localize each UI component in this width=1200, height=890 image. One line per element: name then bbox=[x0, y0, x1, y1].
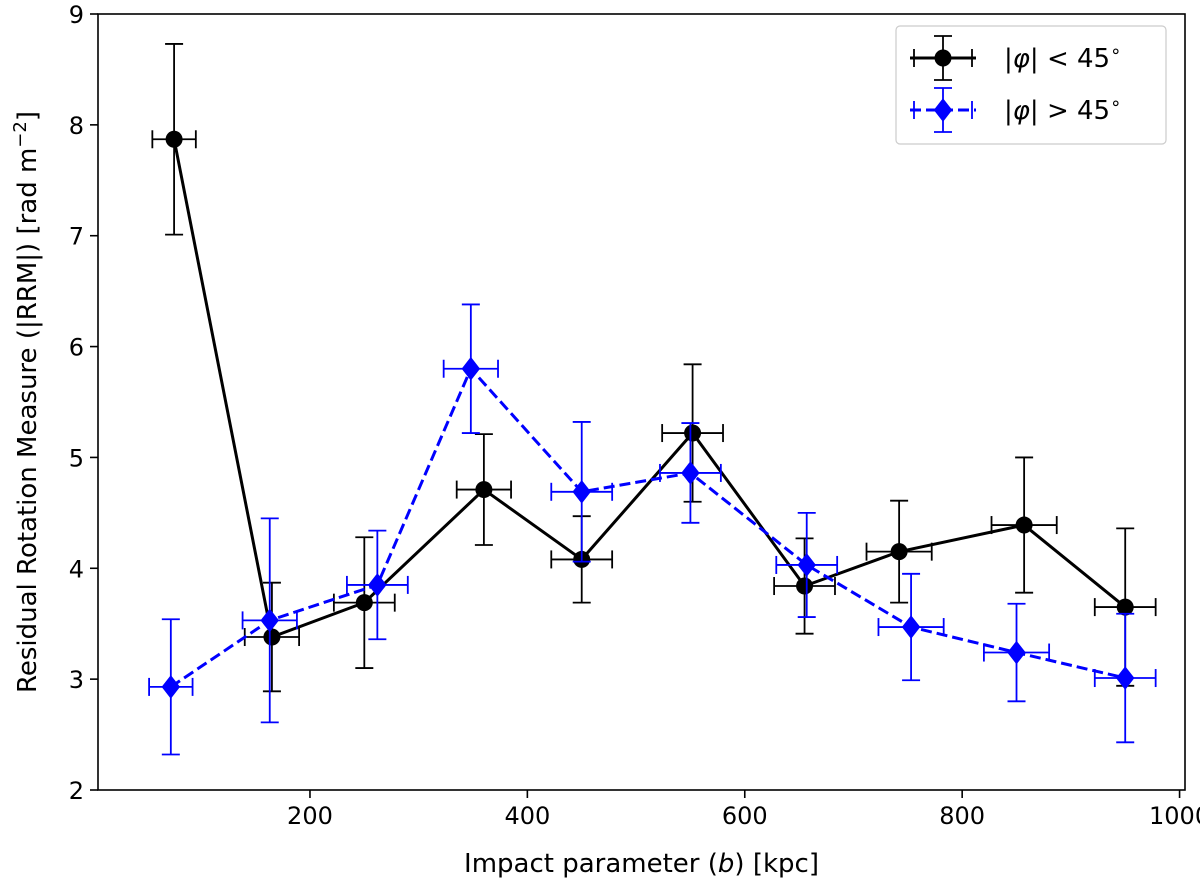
legend-label-high-phi-var: φ bbox=[1013, 96, 1030, 126]
legend-marker bbox=[934, 49, 952, 67]
y-tick-label: 8 bbox=[69, 112, 84, 140]
legend-label-high-phi: |φ| > 45∘ bbox=[1004, 93, 1121, 127]
data-point bbox=[368, 573, 387, 597]
x-axis-label: Impact parameter (b) [kpc] bbox=[464, 849, 819, 879]
y-axis-label: Residual Rotation Measure (|RRM|) [rad m… bbox=[10, 111, 44, 693]
axis-ticks: 200 400 600 800 1000 2 3 4 5 6 7 8 9 bbox=[69, 1, 1200, 830]
y-tick-label: 6 bbox=[69, 334, 84, 362]
legend-marker bbox=[933, 98, 953, 122]
x-axis-label-var: b bbox=[718, 849, 735, 879]
y-axis-label-main: Residual Rotation Measure (|RRM|) [rad m bbox=[13, 148, 43, 693]
x-tick-label: 800 bbox=[939, 802, 985, 830]
data-point bbox=[263, 628, 281, 646]
data-point bbox=[796, 577, 814, 595]
series-line bbox=[172, 138, 1127, 639]
legend-symbols bbox=[910, 35, 976, 133]
plot-frame bbox=[97, 13, 1186, 791]
series-line bbox=[169, 367, 1126, 689]
data-point bbox=[797, 553, 816, 577]
legend-label-low-phi: |φ| < 45∘ bbox=[1004, 41, 1121, 75]
data-point bbox=[684, 424, 702, 442]
legend-box bbox=[895, 25, 1167, 145]
y-tick-label: 3 bbox=[69, 666, 84, 694]
data-point bbox=[1116, 598, 1134, 616]
x-tick-label: 600 bbox=[722, 802, 768, 830]
series-layer bbox=[148, 43, 1157, 756]
data-point bbox=[165, 130, 183, 148]
legend-label-high-phi-pre: | bbox=[1004, 96, 1013, 126]
x-tick-label: 400 bbox=[504, 802, 550, 830]
data-point bbox=[1116, 666, 1135, 690]
data-point bbox=[260, 608, 279, 633]
y-axis-label-end: ] bbox=[13, 111, 43, 121]
data-point bbox=[572, 479, 591, 504]
legend: |φ| < 45∘ |φ| > 45∘ bbox=[895, 25, 1167, 145]
y-tick-label: 2 bbox=[69, 777, 84, 805]
data-point bbox=[681, 461, 700, 485]
legend-label-high-phi-sup: ∘ bbox=[1110, 93, 1121, 114]
legend-label-low-phi-pre: | bbox=[1004, 44, 1013, 74]
data-point bbox=[890, 543, 908, 561]
data-point bbox=[1007, 640, 1026, 665]
data-point bbox=[475, 481, 493, 499]
x-tick-label: 1000 bbox=[1149, 802, 1200, 830]
legend-label-low-phi-sup: ∘ bbox=[1110, 41, 1121, 62]
x-tick-label: 200 bbox=[287, 802, 333, 830]
data-point bbox=[1015, 516, 1033, 534]
y-tick-label: 7 bbox=[69, 223, 84, 251]
y-axis-label-sup: −2 bbox=[10, 121, 31, 148]
y-tick-label: 5 bbox=[69, 444, 84, 472]
y-tick-label: 9 bbox=[69, 1, 84, 29]
series-high-phi bbox=[148, 303, 1157, 756]
legend-label-high-phi-post: | > 45 bbox=[1030, 96, 1110, 126]
data-point bbox=[901, 615, 921, 639]
y-tick-label: 4 bbox=[69, 555, 84, 583]
legend-label-low-phi-post: | < 45 bbox=[1030, 44, 1110, 74]
x-axis-label-prefix: Impact parameter ( bbox=[464, 849, 718, 879]
data-point bbox=[355, 594, 373, 612]
data-point bbox=[461, 356, 481, 381]
data-point bbox=[161, 675, 181, 699]
x-axis-label-suffix: ) [kpc] bbox=[734, 849, 819, 879]
legend-label-low-phi-var: φ bbox=[1013, 44, 1030, 74]
